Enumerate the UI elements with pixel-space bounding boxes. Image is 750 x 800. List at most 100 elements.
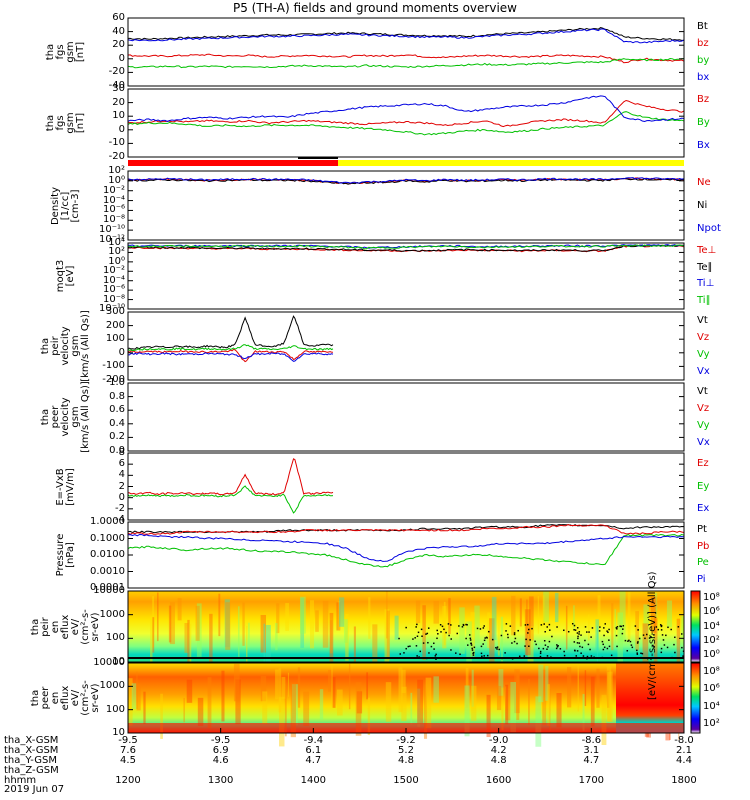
heatmap-streak xyxy=(505,684,509,725)
heatmap-dot xyxy=(539,650,542,653)
heatmap-dot xyxy=(620,625,622,628)
heatmap-dot xyxy=(645,633,648,636)
heatmap-dot xyxy=(538,647,540,650)
heatmap-dot xyxy=(576,650,579,652)
heatmap-streak xyxy=(433,600,439,624)
heatmap-dot xyxy=(660,651,663,654)
legend-Pt: Pt xyxy=(697,524,707,536)
xrow-value: 4.7 xyxy=(305,755,322,766)
heatmap-dot xyxy=(462,623,465,626)
heatmap-streak xyxy=(160,693,163,739)
heatmap-dot xyxy=(636,649,638,652)
series-line-Bz xyxy=(127,99,685,128)
heatmap-streak xyxy=(131,683,137,710)
ytick-moms_t3: 10⁻¹⁰ xyxy=(98,303,125,314)
legend-Ti∥: Ti∥ xyxy=(697,294,711,306)
heatmap-streak xyxy=(235,679,241,725)
heatmap-streak xyxy=(443,601,446,646)
heatmap-dot xyxy=(567,630,570,633)
heatmap-streak xyxy=(401,669,406,694)
heatmap-dot xyxy=(441,625,444,628)
ytick-density: 10² xyxy=(108,165,125,176)
ytick-moms_t3: 10⁻² xyxy=(102,265,125,277)
heatmap-dot xyxy=(425,633,427,635)
ytick-e_vxb: -4 xyxy=(115,514,125,525)
heatmap-dot xyxy=(548,640,551,643)
xrow-value: -9.0 xyxy=(488,735,509,746)
heatmap-dot xyxy=(615,627,618,629)
heatmap-streak xyxy=(338,600,340,630)
ytick-fgs_gsm: 60 xyxy=(112,12,125,23)
heatmap-dot xyxy=(459,653,461,656)
ytick-peir_en_eflux: 100 xyxy=(105,632,125,644)
xrow-value: 1400 xyxy=(300,775,327,786)
heatmap-dot xyxy=(661,634,664,636)
heatmap-dot xyxy=(500,634,503,637)
heatmap-dot xyxy=(546,626,548,628)
heatmap-dot xyxy=(602,648,605,651)
heatmap-dot xyxy=(555,647,558,650)
heatmap-dot xyxy=(580,634,582,636)
heatmap-dot xyxy=(450,624,452,626)
heatmap-dot xyxy=(616,645,618,648)
ytick-density: 10⁻² xyxy=(102,184,125,196)
heatmap-dot xyxy=(573,624,576,627)
heatmap-dot xyxy=(481,655,483,658)
panel-frame-moms_t3 xyxy=(127,242,685,310)
heatmap-dot xyxy=(534,640,536,643)
heatmap-streak xyxy=(505,690,511,721)
ytick-peir_en_eflux: 10000 xyxy=(93,585,125,596)
ytick-fgs_gsm: -20 xyxy=(108,66,125,78)
heatmap-streak xyxy=(385,682,392,722)
heatmap-dot xyxy=(673,643,675,646)
heatmap-streak xyxy=(417,679,424,724)
ytick-peir_velocity: 0 xyxy=(118,346,125,358)
legend-bx: bx xyxy=(697,71,710,83)
heatmap-streak xyxy=(279,697,285,747)
heatmap-dot xyxy=(563,629,565,632)
heatmap-streak xyxy=(489,618,495,663)
heatmap-streak xyxy=(224,599,230,648)
heatmap-streak xyxy=(519,598,522,627)
heatmap-streak xyxy=(535,696,542,747)
heatmap-dot xyxy=(433,648,435,650)
ytick-density: 10⁻⁶ xyxy=(102,204,125,216)
heatmap-dot xyxy=(491,638,494,641)
heatmap-dot xyxy=(439,623,442,626)
heatmap-streak xyxy=(423,685,428,739)
heatmap-dot xyxy=(551,635,553,638)
heatmap-streak xyxy=(497,618,500,656)
heatmap-dot xyxy=(660,625,663,628)
heatmap-streak xyxy=(300,596,306,634)
ytick-fgs_gsm: 40 xyxy=(112,25,125,37)
heatmap-dot xyxy=(642,634,645,636)
legend-Te∥: Te∥ xyxy=(697,261,713,273)
heatmap-streak xyxy=(588,614,590,641)
heatmap-dot xyxy=(619,625,621,627)
heatmap-streak xyxy=(285,603,289,631)
heatmap-streak xyxy=(386,610,390,660)
heatmap-dot xyxy=(509,625,512,627)
heatmap-dot xyxy=(563,654,566,657)
legend-Vt: Vt xyxy=(697,385,708,397)
heatmap-dot xyxy=(443,628,445,631)
heatmap-dot xyxy=(677,626,680,628)
heatmap-dot xyxy=(573,641,576,643)
xrow-value: 3.1 xyxy=(583,745,600,756)
xrow-value: 6.1 xyxy=(305,745,322,756)
heatmap-dot xyxy=(563,650,565,653)
heatmap-dot xyxy=(447,623,450,625)
heatmap-dot xyxy=(467,644,469,646)
heatmap-streak xyxy=(526,599,528,656)
legend-Ne: Ne xyxy=(697,176,711,188)
heatmap-dot xyxy=(505,630,507,632)
heatmap-streak xyxy=(237,606,240,657)
xrow-name: tha_X-GSM xyxy=(4,735,59,746)
heatmap-dot xyxy=(602,643,604,646)
xrow-value: 4.8 xyxy=(398,755,414,766)
heatmap-streak xyxy=(221,670,225,722)
heatmap-streak xyxy=(547,684,550,727)
heatmap-dot xyxy=(514,637,517,640)
heatmap-streak xyxy=(554,592,559,623)
heatmap-dot xyxy=(473,646,476,649)
